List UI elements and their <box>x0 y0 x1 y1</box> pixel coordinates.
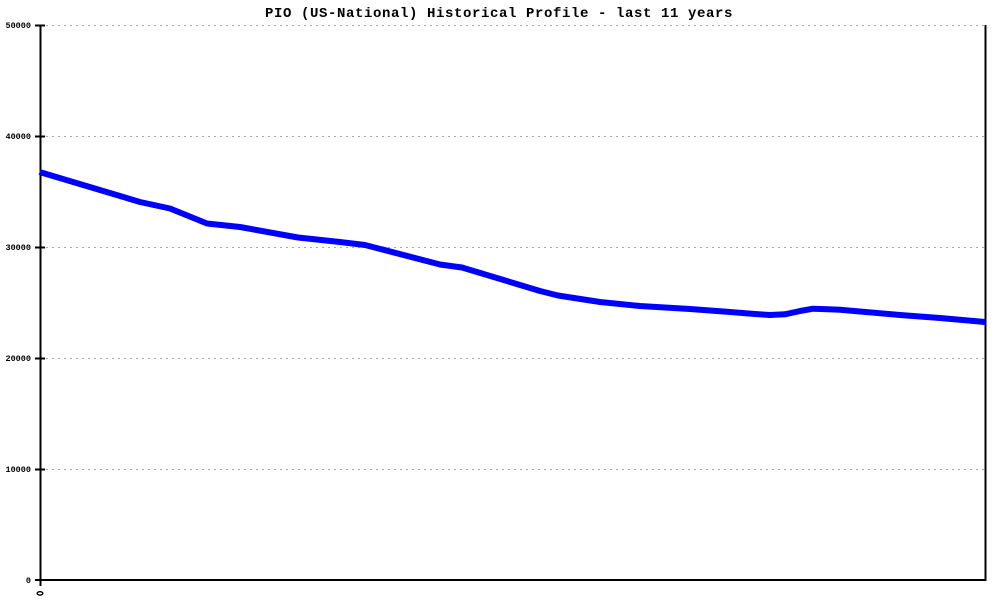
svg-text:10000: 10000 <box>5 465 31 475</box>
svg-text:40000: 40000 <box>5 132 31 142</box>
svg-text:20000: 20000 <box>5 354 31 364</box>
svg-text:30000: 30000 <box>5 243 31 253</box>
svg-text:50000: 50000 <box>5 21 31 31</box>
svg-text:0: 0 <box>26 576 31 586</box>
svg-text:PIO (US-National) Historical P: PIO (US-National) Historical Profile - l… <box>265 6 733 22</box>
